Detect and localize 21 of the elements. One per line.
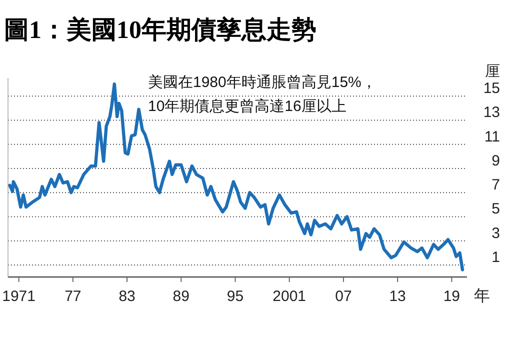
y-tick-label: 13	[483, 104, 500, 122]
y-tick-label: 11	[484, 128, 500, 146]
x-tick-label: 13	[389, 288, 406, 305]
annotation: 美國在1980年時通脹曾高見15%， 10年期債息更曾高達16厘以上	[148, 74, 376, 115]
x-tick-label: 2001	[272, 288, 306, 305]
y-tick-label: 7	[492, 176, 500, 194]
y-tick-label: 3	[492, 224, 500, 242]
x-tick-label: 19	[443, 288, 460, 305]
y-tick-label: 5	[492, 200, 500, 218]
x-tick-label: 83	[118, 288, 136, 305]
x-tick-label: 77	[64, 288, 82, 305]
x-tick-label: 89	[172, 288, 190, 305]
y-tick-label: 9	[492, 152, 500, 170]
chart-title: 圖1：美國10年期債孳息走勢	[4, 16, 316, 44]
y-tick-label: 15	[483, 80, 500, 98]
x-tick-label: 1971	[2, 288, 36, 305]
x-axis-title: 年	[474, 288, 490, 305]
x-tick-label: 95	[226, 288, 244, 305]
y-axis-title: 厘	[485, 63, 500, 80]
x-tick-label: 07	[335, 288, 352, 305]
y-tick-label: 1	[492, 248, 500, 266]
